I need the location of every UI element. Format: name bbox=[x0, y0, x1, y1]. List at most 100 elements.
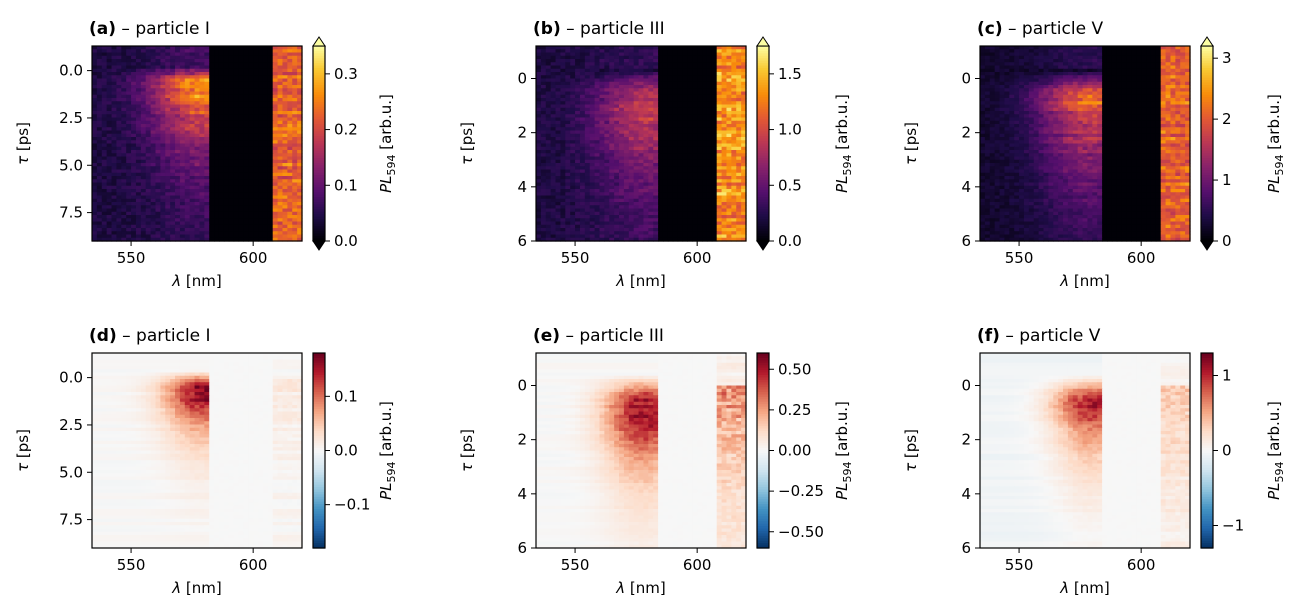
heatmap-cell bbox=[184, 120, 191, 125]
heatmap-cell bbox=[170, 68, 176, 73]
heatmap-cell bbox=[96, 62, 103, 67]
heatmap-cell bbox=[253, 107, 259, 112]
heatmap-cell bbox=[194, 91, 201, 96]
heatmap-cell bbox=[155, 234, 161, 239]
heatmap-cell bbox=[199, 159, 205, 164]
heatmap-cell bbox=[228, 104, 235, 109]
heatmap-cell bbox=[702, 182, 708, 187]
heatmap-cell bbox=[565, 124, 571, 128]
heatmap-cell bbox=[736, 205, 742, 210]
heatmap-cell bbox=[101, 163, 108, 167]
heatmap-cell bbox=[721, 198, 728, 203]
heatmap-cell bbox=[101, 98, 108, 102]
heatmap-cell bbox=[672, 111, 679, 115]
heatmap-cell bbox=[565, 198, 571, 203]
heatmap-cell bbox=[726, 195, 732, 200]
heatmap-cell bbox=[175, 153, 181, 158]
heatmap-cell bbox=[253, 215, 259, 219]
heatmap-cell bbox=[194, 49, 201, 54]
heatmap-cell bbox=[155, 140, 161, 145]
heatmap-cell bbox=[721, 140, 728, 145]
heatmap-cell bbox=[233, 218, 240, 223]
heatmap-cell bbox=[248, 65, 254, 70]
heatmap-cell bbox=[594, 215, 601, 219]
heatmap-cell bbox=[165, 205, 171, 210]
heatmap-cell bbox=[550, 72, 557, 76]
heatmap-cell bbox=[589, 176, 596, 180]
heatmap-cell bbox=[106, 133, 113, 138]
heatmap-cell bbox=[570, 46, 576, 50]
heatmap-cell bbox=[258, 218, 264, 223]
heatmap-cell bbox=[702, 153, 708, 158]
y-tick-label: 2.5 bbox=[59, 109, 83, 127]
heatmap-cell bbox=[170, 124, 176, 128]
heatmap-cell bbox=[126, 172, 132, 177]
heatmap-cell bbox=[126, 124, 132, 128]
heatmap-cell bbox=[692, 104, 698, 109]
heatmap-cell bbox=[253, 156, 259, 161]
heatmap-cell bbox=[189, 228, 196, 232]
heatmap-cell bbox=[170, 218, 176, 223]
heatmap-cell bbox=[648, 52, 654, 57]
heatmap-cell bbox=[238, 179, 244, 184]
heatmap-cell bbox=[540, 143, 547, 148]
heatmap-cell bbox=[131, 163, 137, 167]
heatmap-cell bbox=[267, 111, 274, 115]
heatmap-cell bbox=[175, 150, 181, 154]
heatmap-cell bbox=[560, 137, 566, 141]
heatmap-cell bbox=[160, 192, 166, 197]
heatmap-cell bbox=[560, 91, 566, 96]
heatmap-cell bbox=[687, 98, 693, 102]
heatmap-cell bbox=[736, 62, 742, 67]
heatmap-cell bbox=[594, 192, 601, 197]
heatmap-cell bbox=[297, 98, 303, 102]
heatmap-cell bbox=[160, 231, 166, 236]
heatmap-cell bbox=[628, 137, 635, 141]
heatmap-cell bbox=[536, 78, 542, 83]
heatmap-cell bbox=[716, 127, 723, 132]
heatmap-cell bbox=[194, 176, 201, 180]
heatmap-cell bbox=[199, 49, 205, 54]
heatmap-cell bbox=[238, 49, 244, 54]
heatmap-cell bbox=[209, 130, 215, 135]
heatmap-cell bbox=[189, 94, 196, 99]
heatmap-cell bbox=[536, 208, 542, 213]
heatmap-cell bbox=[155, 182, 161, 187]
heatmap-cell bbox=[536, 85, 542, 89]
heatmap-cell bbox=[131, 234, 137, 239]
heatmap-cell bbox=[92, 179, 98, 184]
heatmap-cell bbox=[653, 46, 659, 50]
heatmap-cell bbox=[623, 137, 630, 141]
heatmap-cell bbox=[262, 98, 269, 102]
heatmap-cell bbox=[731, 211, 737, 216]
heatmap-cell bbox=[218, 137, 225, 141]
heatmap-cell bbox=[687, 159, 693, 164]
heatmap-cell bbox=[209, 231, 215, 236]
heatmap-cell bbox=[228, 198, 235, 203]
heatmap-cell bbox=[609, 166, 615, 171]
heatmap-cell bbox=[667, 189, 674, 193]
heatmap-cell bbox=[145, 143, 152, 148]
heatmap-cell bbox=[272, 172, 279, 177]
heatmap-cell bbox=[297, 78, 303, 83]
heatmap-cell bbox=[199, 130, 205, 135]
heatmap-cell bbox=[179, 205, 186, 210]
heatmap-cell bbox=[711, 114, 718, 119]
heatmap-cell bbox=[150, 189, 157, 193]
heatmap-cell bbox=[258, 179, 264, 184]
heatmap-cell bbox=[638, 130, 645, 135]
heatmap-cell bbox=[218, 205, 225, 210]
colorbar-tick-label: 0.1 bbox=[334, 176, 358, 194]
heatmap-cell bbox=[272, 166, 279, 171]
heatmap-cell bbox=[150, 91, 157, 96]
heatmap-cell bbox=[209, 237, 215, 242]
heatmap-cell bbox=[204, 192, 210, 197]
heatmap-cell bbox=[633, 52, 640, 57]
heatmap-cell bbox=[199, 156, 205, 161]
heatmap-cell bbox=[204, 130, 210, 135]
heatmap-cell bbox=[697, 208, 703, 213]
heatmap-cell bbox=[150, 146, 157, 151]
heatmap-cell bbox=[292, 156, 298, 161]
heatmap-cell bbox=[687, 130, 693, 135]
